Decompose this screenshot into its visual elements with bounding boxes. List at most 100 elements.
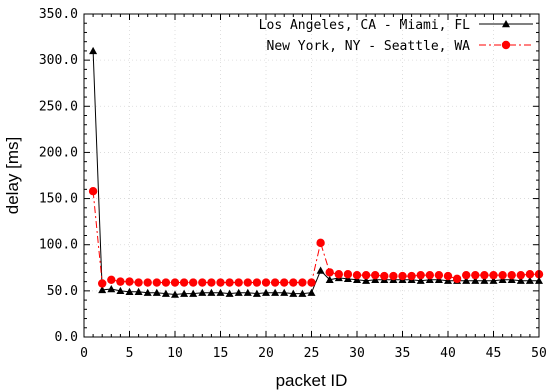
x-tick-label: 25 <box>304 346 320 361</box>
y-tick-label: 350.0 <box>39 7 78 22</box>
data-point <box>480 270 489 280</box>
data-point <box>334 270 343 279</box>
data-point <box>525 276 534 284</box>
data-point <box>289 289 298 297</box>
data-point <box>371 270 380 280</box>
data-point <box>207 278 216 287</box>
data-point <box>189 278 198 287</box>
plot-frame <box>83 13 540 338</box>
y-tick-label: 50.0 <box>47 284 78 299</box>
data-point <box>198 288 207 296</box>
data-point <box>443 271 453 281</box>
y-axis-title: delay [ms] <box>3 137 22 214</box>
series <box>88 46 544 298</box>
data-point <box>425 270 434 280</box>
data-point <box>107 275 116 284</box>
data-point <box>134 278 143 287</box>
data-point <box>434 270 444 280</box>
data-point <box>152 288 161 296</box>
x-tick-label: 10 <box>167 346 183 361</box>
data-point <box>216 288 225 296</box>
y-tick-label: 300.0 <box>39 53 78 68</box>
data-point <box>261 278 271 287</box>
y-tick-label: 0.0 <box>55 330 78 345</box>
data-point <box>325 268 334 277</box>
data-point <box>389 271 398 281</box>
data-point <box>271 288 280 296</box>
data-point <box>125 287 134 295</box>
x-tick-label: 40 <box>440 346 456 361</box>
data-point <box>498 275 507 283</box>
data-point <box>316 266 325 274</box>
data-point <box>407 271 416 281</box>
data-point <box>444 276 452 284</box>
data-point <box>471 270 480 280</box>
y-tick-label: 150.0 <box>39 192 78 207</box>
data-point <box>252 289 261 297</box>
data-point <box>143 288 152 296</box>
data-point <box>416 270 425 280</box>
data-point <box>234 288 243 296</box>
data-point <box>352 270 362 280</box>
data-point <box>143 278 152 287</box>
data-point <box>198 278 207 287</box>
x-tick-label: 15 <box>213 346 229 361</box>
data-point <box>362 276 371 284</box>
data-point <box>507 275 516 283</box>
data-point <box>462 270 471 280</box>
legend-label-ny-seattle: New York, NY - Seattle, WA <box>267 39 471 54</box>
data-point <box>152 278 161 287</box>
data-point <box>107 285 116 293</box>
data-point <box>207 288 216 296</box>
data-point <box>134 287 143 295</box>
x-tick-label: 35 <box>395 346 411 361</box>
data-point <box>89 46 98 55</box>
y-tick-label: 100.0 <box>39 238 78 253</box>
data-point <box>243 278 252 287</box>
data-point <box>298 278 307 287</box>
data-point <box>180 289 189 297</box>
x-tick-label: 20 <box>258 346 274 361</box>
data-point <box>116 277 125 286</box>
data-point <box>98 279 107 288</box>
data-point <box>171 290 179 298</box>
grid <box>83 13 540 338</box>
legend-marker-1 <box>501 40 511 50</box>
data-point <box>380 271 389 281</box>
x-tick-label: 30 <box>349 346 365 361</box>
y-tick-label: 250.0 <box>39 99 78 114</box>
x-tick-label: 50 <box>531 346 547 361</box>
data-point <box>225 289 234 297</box>
data-point <box>179 278 189 287</box>
data-point <box>489 270 498 280</box>
data-point <box>353 275 361 283</box>
series-1 <box>88 186 544 288</box>
data-point <box>225 278 234 287</box>
data-point <box>462 276 471 284</box>
series-line <box>92 191 539 285</box>
data-point <box>507 270 516 280</box>
data-point <box>343 274 352 283</box>
x-tick-label: 0 <box>80 346 88 361</box>
series-line <box>92 50 539 296</box>
data-point <box>262 288 270 296</box>
data-point <box>170 278 180 287</box>
x-axis-title: packet ID <box>276 371 348 390</box>
y-tick-label: 200.0 <box>39 145 78 160</box>
data-point <box>125 277 134 286</box>
data-point <box>116 286 125 295</box>
series-0 <box>89 46 543 298</box>
data-point <box>280 278 289 287</box>
data-point <box>216 278 225 287</box>
data-point <box>361 270 371 280</box>
data-point <box>398 271 407 281</box>
data-point <box>307 288 316 296</box>
data-point <box>480 276 489 284</box>
data-point <box>516 270 525 280</box>
data-point <box>516 276 525 284</box>
legend-label-la-miami: Los Angeles, CA - Miami, FL <box>259 18 470 33</box>
data-point <box>425 275 434 283</box>
data-point <box>498 270 507 280</box>
data-point <box>416 276 425 284</box>
